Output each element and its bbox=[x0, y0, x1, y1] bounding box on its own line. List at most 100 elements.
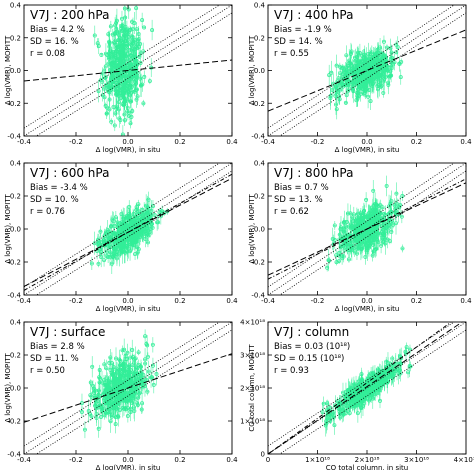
data-point bbox=[127, 83, 132, 88]
data-point bbox=[116, 38, 121, 43]
data-point bbox=[122, 81, 127, 86]
panel-title: V7J : 200 hPa bbox=[30, 8, 109, 22]
x-axis-label: Δ log(VMR), in situ bbox=[96, 305, 161, 313]
scatter-points bbox=[327, 35, 404, 120]
panel-3: -0.4 -0.2 0.0 0.2 0.4 -0.4 -0.2 0.0 0.2 0.4 Δ log(… bbox=[4, 160, 238, 314]
data-point bbox=[393, 210, 398, 215]
data-point bbox=[132, 218, 137, 223]
data-point bbox=[376, 87, 380, 92]
data-point bbox=[107, 41, 112, 46]
data-point bbox=[147, 221, 152, 225]
data-point bbox=[114, 92, 119, 97]
data-point bbox=[384, 183, 389, 188]
plot-area bbox=[24, 5, 232, 136]
panel-title: V7J : 400 hPa bbox=[274, 8, 353, 22]
data-point bbox=[122, 112, 127, 117]
y-tick-label: 0.0 bbox=[10, 226, 21, 234]
data-point bbox=[106, 61, 111, 66]
data-point bbox=[128, 93, 133, 98]
y-tick-label: 0.2 bbox=[254, 34, 265, 42]
data-point bbox=[344, 93, 349, 98]
data-point bbox=[145, 229, 150, 234]
data-point bbox=[152, 212, 157, 217]
panel-2: -0.4 -0.2 0.0 0.2 0.4 -0.4 -0.2 0.0 0.2 0.4 Δ log(… bbox=[248, 2, 472, 155]
data-point bbox=[390, 56, 395, 60]
scatter-points bbox=[92, 5, 155, 136]
data-point bbox=[137, 54, 142, 59]
data-point bbox=[109, 50, 114, 55]
y-tick-label: -0.4 bbox=[7, 292, 21, 300]
regression-line bbox=[24, 59, 232, 82]
data-point bbox=[128, 27, 133, 32]
y-tick-label: 0.4 bbox=[10, 2, 22, 10]
data-point bbox=[130, 38, 135, 43]
data-point bbox=[389, 229, 394, 234]
data-point bbox=[122, 6, 127, 11]
data-point bbox=[118, 84, 123, 89]
x-tick-label: 0.4 bbox=[460, 138, 472, 146]
data-point bbox=[343, 74, 348, 79]
data-point bbox=[349, 49, 354, 54]
panel-stat: r = 0.76 bbox=[30, 207, 65, 217]
x-tick-label: -0.4 bbox=[17, 297, 31, 305]
data-point bbox=[145, 210, 150, 215]
data-point bbox=[330, 236, 335, 241]
data-point bbox=[135, 250, 140, 255]
data-point bbox=[338, 81, 343, 86]
data-point bbox=[114, 58, 119, 63]
data-point bbox=[128, 52, 133, 57]
data-point bbox=[127, 73, 132, 78]
data-point bbox=[367, 88, 372, 92]
data-point bbox=[108, 250, 113, 255]
data-point bbox=[376, 59, 381, 64]
x-tick-label: 0.0 bbox=[361, 138, 372, 146]
data-point bbox=[123, 99, 128, 104]
data-point bbox=[357, 64, 362, 69]
data-point bbox=[389, 64, 394, 69]
data-point bbox=[150, 28, 155, 33]
data-point bbox=[147, 79, 152, 83]
x-axis-label: Δ log(VMR), in situ bbox=[96, 146, 161, 154]
data-point bbox=[365, 74, 370, 79]
data-point bbox=[125, 42, 130, 46]
data-point bbox=[387, 204, 392, 209]
data-point bbox=[362, 90, 367, 95]
offset-line bbox=[268, 5, 455, 129]
data-point bbox=[107, 90, 112, 95]
data-point bbox=[366, 94, 371, 99]
data-point bbox=[114, 251, 119, 256]
data-point bbox=[356, 50, 360, 55]
data-point bbox=[120, 92, 125, 97]
data-point bbox=[146, 197, 151, 202]
data-point bbox=[117, 252, 122, 257]
data-point bbox=[112, 223, 117, 228]
data-point bbox=[117, 116, 122, 121]
data-point bbox=[378, 51, 383, 56]
data-point bbox=[374, 68, 379, 72]
y-tick-label: 0.2 bbox=[10, 34, 21, 42]
data-point bbox=[368, 99, 373, 104]
data-point bbox=[125, 105, 130, 110]
data-point bbox=[132, 237, 137, 242]
y-tick-label: -0.2 bbox=[7, 100, 21, 108]
panel-stat: r = 0.08 bbox=[30, 49, 65, 59]
data-point bbox=[369, 62, 374, 67]
data-point bbox=[364, 197, 369, 202]
y-axis-label: Δ log(VMR), MOPITT bbox=[4, 194, 12, 264]
data-point bbox=[136, 202, 141, 207]
data-point bbox=[371, 242, 376, 247]
data-point bbox=[162, 211, 167, 216]
data-point bbox=[102, 258, 107, 263]
x-tick-label: 0.2 bbox=[174, 297, 185, 305]
data-point bbox=[120, 249, 125, 254]
data-point bbox=[96, 261, 101, 266]
data-point bbox=[340, 256, 345, 261]
data-point bbox=[106, 32, 111, 37]
data-point bbox=[138, 76, 143, 81]
panel-stat: r = 0.55 bbox=[274, 49, 309, 59]
x-tick-label: 0.2 bbox=[411, 138, 422, 146]
panel-4: -0.4 -0.2 0.0 0.2 0.4-0.4-0.20.00.20.4Δ log(… bbox=[248, 160, 472, 314]
data-point bbox=[358, 211, 363, 216]
data-point bbox=[371, 249, 376, 254]
